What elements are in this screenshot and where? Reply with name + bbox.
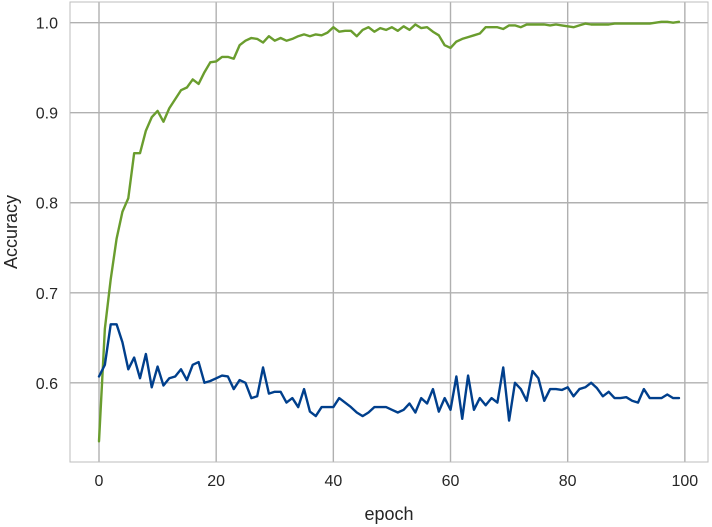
x-tick-labels: 0 20 40 60 80 100 [95, 473, 699, 490]
x-tick-label: 80 [559, 473, 577, 490]
series-layer [97, 20, 681, 443]
y-tick-label: 0.7 [36, 286, 58, 303]
y-tick-labels: 0.6 0.7 0.8 0.9 1.0 [36, 16, 58, 393]
plot-frame [69, 1, 709, 463]
series-line-0 [97, 20, 681, 443]
grid-lines [70, 2, 708, 462]
series-line-1 [97, 323, 681, 422]
plot-area [70, 2, 708, 462]
y-tick-label: 0.6 [36, 376, 58, 393]
x-tick-label: 20 [207, 473, 225, 490]
x-tick-label: 100 [672, 473, 699, 490]
x-tick-label: 40 [324, 473, 342, 490]
y-tick-label: 0.9 [36, 106, 58, 123]
y-tick-label: 0.8 [36, 196, 58, 213]
y-tick-label: 1.0 [36, 16, 58, 33]
x-axis-label: epoch [364, 504, 413, 524]
x-tick-label: 0 [95, 473, 104, 490]
x-tick-label: 60 [442, 473, 460, 490]
y-axis-label: Accuracy [1, 195, 21, 269]
